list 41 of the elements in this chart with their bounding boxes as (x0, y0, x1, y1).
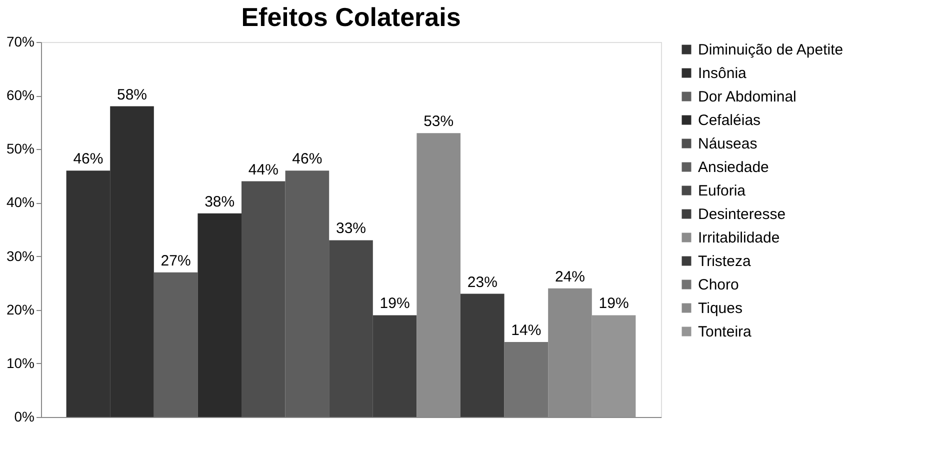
y-tick-label: 20% (6, 301, 34, 318)
bar (504, 342, 548, 417)
y-tick-label: 60% (6, 87, 34, 104)
legend-label: Irritabilidade (698, 230, 780, 246)
data-label: 44% (248, 161, 278, 178)
legend-label: Cefaléias (698, 112, 761, 129)
data-label: 23% (467, 274, 498, 291)
data-label: 27% (160, 252, 191, 270)
chart-title: Efeitos Colaterais (241, 2, 461, 32)
data-label: 19% (598, 295, 629, 312)
legend-label: Náuseas (698, 136, 758, 152)
bar (154, 272, 198, 417)
data-label: 19% (380, 295, 410, 312)
y-tick-label: 70% (6, 34, 34, 50)
legend-label: Choro (698, 276, 739, 294)
legend-label: Tonteira (698, 324, 752, 340)
legend-label: Insônia (698, 65, 748, 82)
data-label: 58% (116, 86, 148, 104)
legend-label: Desinteresse (698, 206, 786, 223)
legend-label: Euforia (698, 182, 746, 200)
y-tick-label: 0% (14, 408, 34, 424)
legend-label: Diminuição de Apetite (698, 42, 844, 58)
legend-label: Ansiedade (698, 159, 769, 176)
y-tick-label: 40% (6, 194, 34, 210)
bar (285, 170, 330, 417)
legend-label: Dor Abdominal (698, 88, 796, 106)
data-label: 24% (554, 268, 586, 286)
data-label: 53% (424, 113, 454, 130)
data-label: 46% (292, 150, 322, 168)
legend-label: Tristeza (698, 253, 752, 270)
bar (460, 294, 504, 417)
y-tick-label: 30% (6, 248, 34, 264)
y-tick-label: 50% (6, 140, 34, 157)
data-label: 46% (73, 150, 104, 168)
y-tick-label: 10% (6, 354, 34, 371)
data-label: 14% (511, 322, 542, 339)
data-label: 33% (336, 220, 366, 238)
legend-label: Tiques (698, 300, 742, 317)
data-label: 38% (204, 193, 235, 210)
bar (242, 181, 286, 417)
bar (198, 213, 242, 417)
